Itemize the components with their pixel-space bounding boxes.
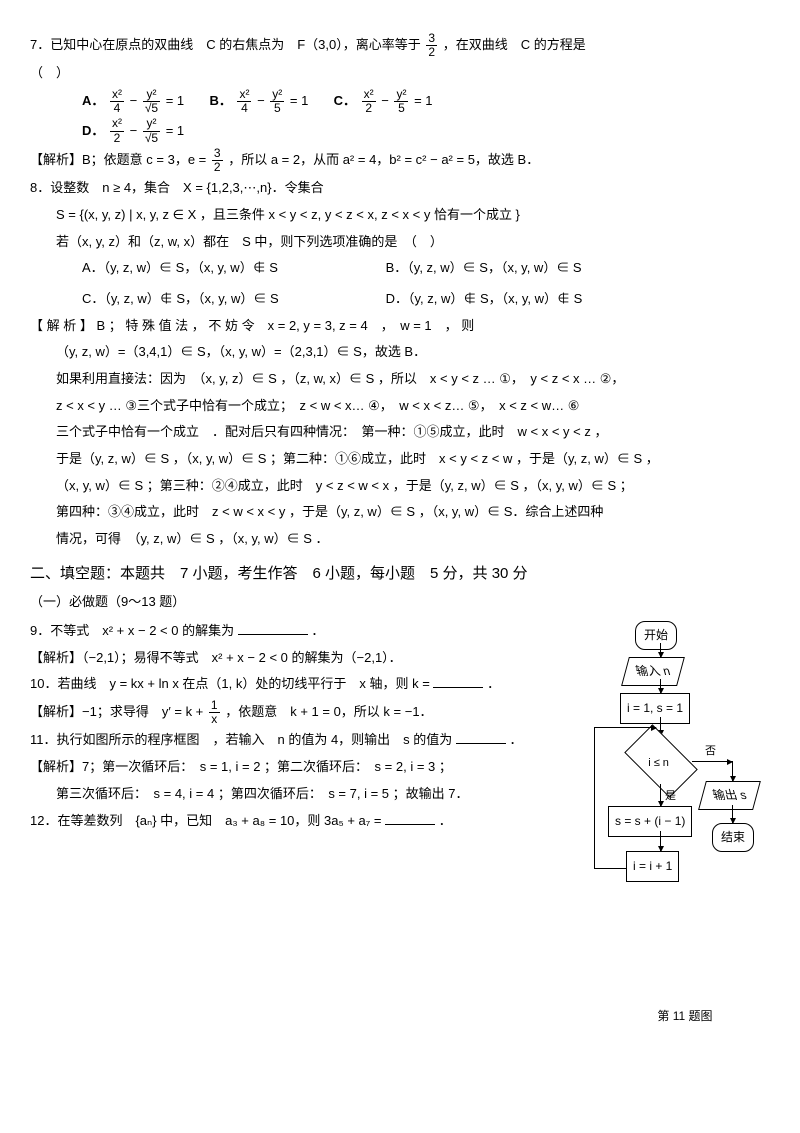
q11-a2: 第三次循环后： s = 4, i = 4 ；第四次循环后： s = 7, i =… (30, 782, 592, 807)
q7-text-a: 7．已知中心在原点的双曲线 C 的右焦点为 F（3,0），离心率等于 (30, 37, 421, 52)
flow-end: 结束 (712, 823, 754, 852)
q9-answer: 【解析】（−2,1）；易得不等式 x² + x − 2 < 0 的解集为（−2,… (30, 646, 592, 671)
q8-opts-row1: A．（y, z, w）∈ S，（x, y, w）∉ S B．（y, z, w）∈… (30, 256, 770, 281)
section-title: 二、填空题：本题共 7 小题，考生作答 6 小题，每小题 5 分，共 30 分 (30, 560, 770, 589)
q8-opts-row2: C．（y, z, w）∉ S，（x, y, w）∈ S D．（y, z, w）∉… (30, 287, 770, 312)
q7-opt-b: B． x²4 − y²5 = 1 (209, 93, 312, 108)
flow-inc: i = i + 1 (626, 851, 679, 882)
q8-a7: （x, y, w）∈ S ；第三种：②④成立，此时 y < z < w < x … (30, 474, 770, 499)
q7-options-row2: D． x²2 − y²√5 = 1 (30, 117, 770, 144)
q7-paren: （ ） (30, 61, 770, 86)
q8-a2: （y, z, w）=（3,4,1）∈ S，（x, y, w）=（2,3,1）∈ … (30, 340, 770, 365)
flow-caption: 第 11 题图 (600, 1005, 770, 1028)
q8-l3: 若（x, y, z）和（z, w, x）都在 S 中，则下列选项准确的是 （ ） (30, 230, 770, 255)
section-sub: （一）必做题（9～13 题） (30, 590, 770, 615)
q8-opt-b: B．（y, z, w）∈ S，（x, y, w）∈ S (386, 260, 582, 275)
flow-start: 开始 (635, 621, 677, 650)
q8-a9: 情况，可得 （y, z, w）∈ S ，（x, y, w）∈ S ． (30, 527, 770, 552)
q7-answer: 【解析】B；依题意 c = 3，e = 32 ，所以 a = 2，从而 a² =… (30, 147, 770, 174)
q8-opt-c: C．（y, z, w）∉ S，（x, y, w）∈ S (82, 287, 382, 312)
q7-text-b: ，在双曲线 C 的方程是 (443, 37, 586, 52)
q8-a6: 于是（y, z, w）∈ S ，（x, y, w）∈ S ；第二种：①⑥成立，此… (30, 447, 770, 472)
blank-input[interactable] (238, 621, 308, 635)
q10-answer: 【解析】−1；求导得 y′ = k + 1x ，依题意 k + 1 = 0，所以… (30, 699, 592, 726)
q8-l1: 8．设整数 n ≥ 4，集合 X = {1,2,3,⋯,n}．令集合 (30, 176, 770, 201)
flowchart: 开始 输入 n i = 1, s = 1 i ≤ n 是 否 s = s + (… (600, 621, 765, 1001)
flow-no-label: 否 (705, 741, 716, 762)
q12-stem: 12．在等差数列 {aₙ} 中，已知 a₃ + a₈ = 10，则 3a₅ + … (30, 809, 592, 834)
q7-opt-a: A． x²4 − y²√5 = 1 (82, 93, 188, 108)
q8-a3: 如果利用直接法：因为 （x, y, z）∈ S ，（z, w, x）∈ S ，所… (30, 367, 770, 392)
q7-options-row1: A． x²4 − y²√5 = 1 B． x²4 − y²5 = 1 C． x²… (30, 88, 770, 115)
q10-stem: 10．若曲线 y = kx + ln x 在点（1, k）处的切线平行于 x 轴… (30, 672, 592, 697)
flow-init: i = 1, s = 1 (620, 693, 690, 724)
q8-l2: S = {(x, y, z) | x, y, z ∈ X ，且三条件 x < y… (30, 203, 770, 228)
flow-cond: i ≤ n (624, 724, 698, 798)
flow-yes-label: 是 (665, 786, 676, 807)
q7-opt-d: D． x²2 − y²√5 = 1 (82, 123, 184, 138)
q8-a8: 第四种：③④成立，此时 z < w < x < y ，于是（y, z, w）∈ … (30, 500, 770, 525)
blank-input[interactable] (456, 730, 506, 744)
q9-stem: 9．不等式 x² + x − 2 < 0 的解集为 ． (30, 619, 592, 644)
flow-output: 输出 s (698, 781, 761, 810)
blank-input[interactable] (385, 811, 435, 825)
blank-input[interactable] (433, 674, 483, 688)
frac-3-2: 32 (426, 32, 437, 59)
q8-opt-d: D．（y, z, w）∉ S，（x, y, w）∉ S (386, 291, 583, 306)
q8-a4: z < x < y … ③三个式子中恰有一个成立； z < w < x… ④， … (30, 394, 770, 419)
q8-opt-a: A．（y, z, w）∈ S，（x, y, w）∉ S (82, 256, 382, 281)
q8-a5: 三个式子中恰有一个成立 ．配对后只有四种情况： 第一种：①⑤成立，此时 w < … (30, 420, 770, 445)
q8-a1: 【 解 析 】 B ； 特 殊 值 法 ， 不 妨 令 x = 2, y = 3… (30, 314, 770, 339)
q7-stem: 7．已知中心在原点的双曲线 C 的右焦点为 F（3,0），离心率等于 32 ，在… (30, 32, 770, 59)
q11-a1: 【解析】7；第一次循环后： s = 1, i = 2 ；第二次循环后： s = … (30, 755, 592, 780)
q11-stem: 11．执行如图所示的程序框图 ，若输入 n 的值为 4，则输出 s 的值为 ． (30, 728, 592, 753)
flow-input: 输入 n (621, 657, 685, 686)
q7-opt-c: C． x²2 − y²5 = 1 (334, 93, 433, 108)
